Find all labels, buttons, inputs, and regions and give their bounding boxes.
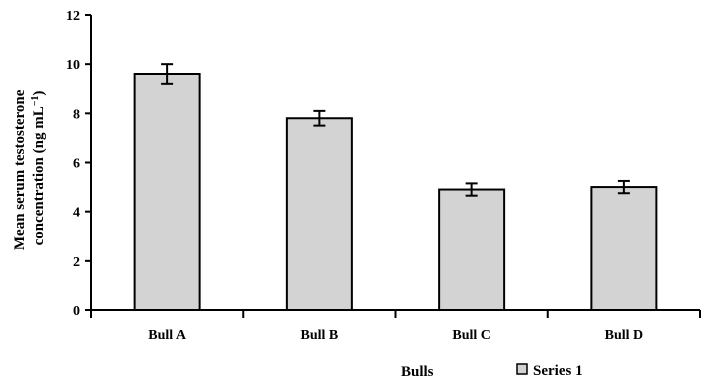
y-axis-title-unit: −1 <box>30 96 41 107</box>
bar-2 <box>438 188 506 312</box>
y-tick-label-3: 6 <box>73 157 80 172</box>
legend-swatch <box>516 363 528 375</box>
x-tick-label-2: Bull C <box>452 328 491 343</box>
svg-text:Mean serum testosterone: Mean serum testosterone concentration (n… <box>12 86 47 250</box>
x-axis: Bull A Bull B Bull C Bull D <box>90 309 701 343</box>
y-tick-label-1: 2 <box>73 255 80 270</box>
y-axis-title-line1: Mean serum testosterone <box>12 89 28 250</box>
bar-0 <box>133 73 201 311</box>
y-axis-title-close: ) <box>31 91 47 96</box>
legend: Series 1 <box>516 363 583 379</box>
error-bar-0 <box>161 63 174 85</box>
error-bar-1 <box>313 109 326 127</box>
x-tick-label-3: Bull D <box>605 328 644 343</box>
error-bar-3 <box>617 179 630 195</box>
legend-label: Series 1 <box>533 363 583 379</box>
y-tick-label-0: 0 <box>73 304 80 319</box>
y-axis: 0 2 4 6 8 10 12 <box>66 9 92 319</box>
y-tick-label-4: 8 <box>73 107 80 122</box>
y-tick-label-2: 4 <box>73 206 80 221</box>
y-axis-title-line2: concentration (ng mL <box>31 106 47 245</box>
x-tick-label-0: Bull A <box>148 328 187 343</box>
bar-1 <box>285 117 353 311</box>
y-tick-label-6: 12 <box>66 9 80 24</box>
x-axis-title: Bulls <box>401 364 434 380</box>
y-axis-title: Mean serum testosterone concentration (n… <box>12 86 47 250</box>
x-tick-label-1: Bull B <box>301 328 339 343</box>
y-tick-label-5: 10 <box>66 58 80 73</box>
error-bar-2 <box>465 182 478 197</box>
bar-3 <box>590 186 658 311</box>
bars-group <box>133 63 658 312</box>
